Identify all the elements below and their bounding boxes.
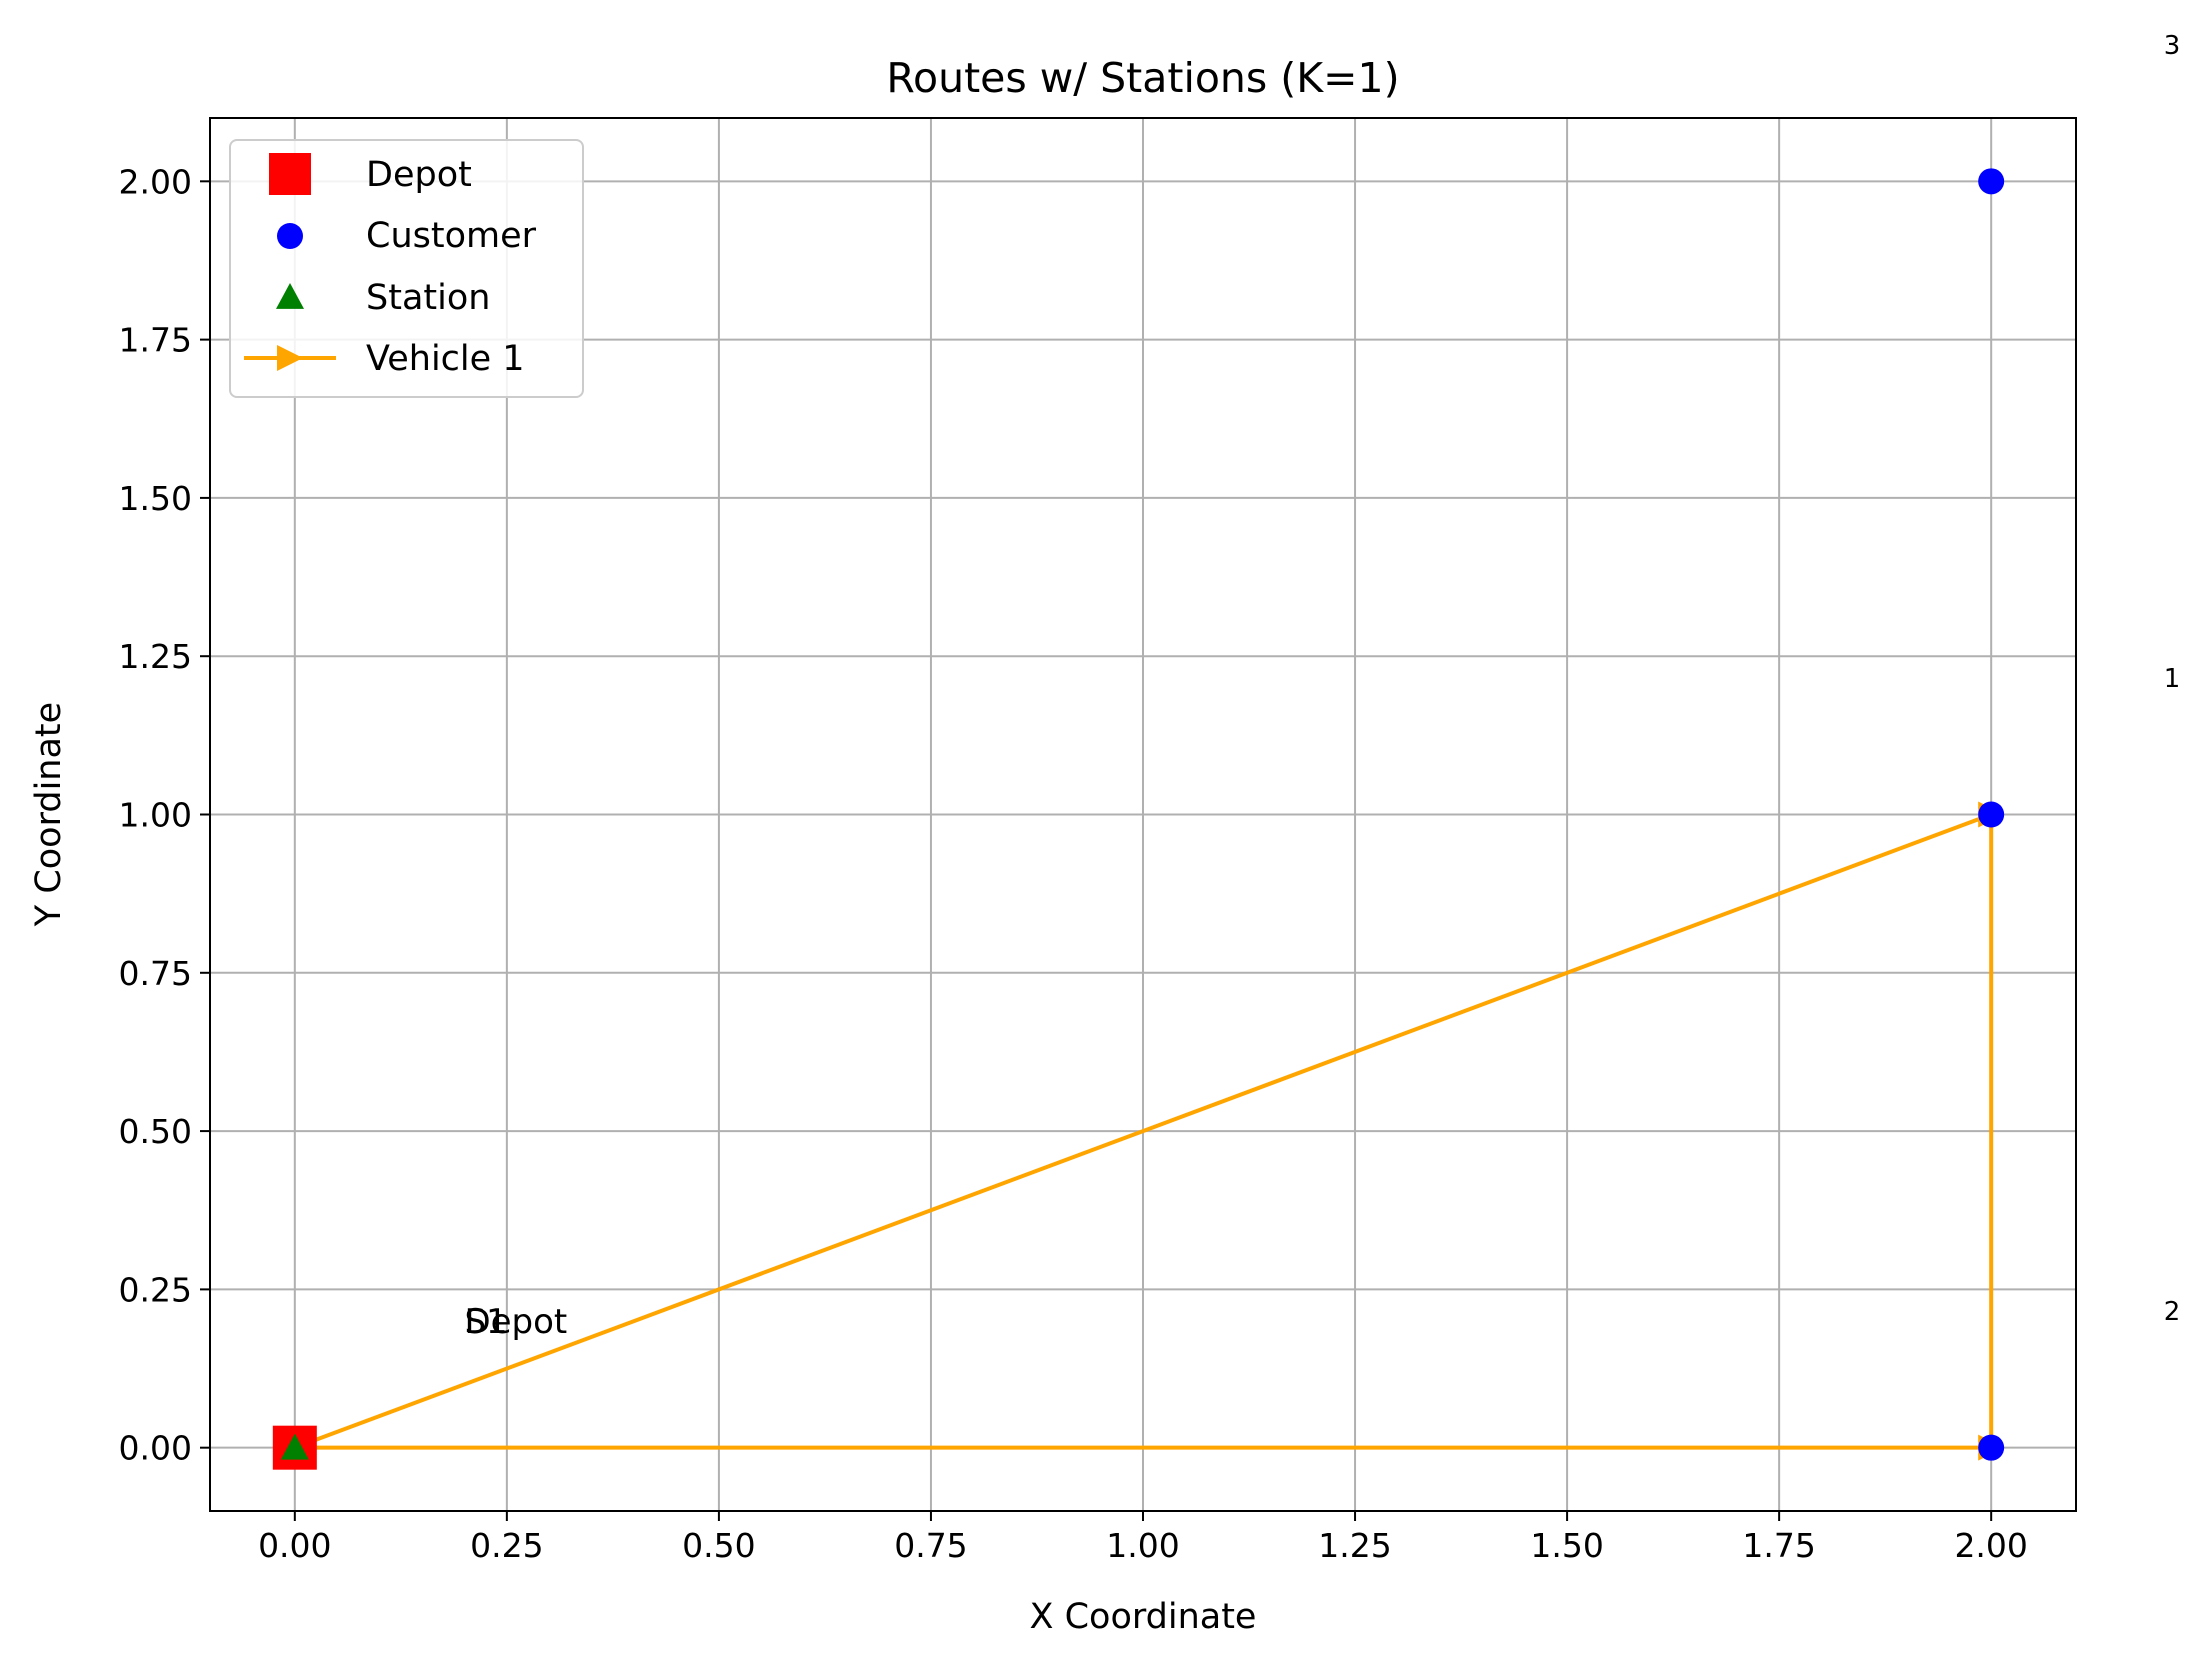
legend-vehicle-arrow xyxy=(277,345,303,371)
axis-ticks: 0.00 0.25 0.50 0.75 1.00 1.25 1.50 1.75 2.00 0.00… xyxy=(119,162,2028,1565)
annotation-label: Depot xyxy=(464,1302,567,1342)
y-tick-label: 0.00 xyxy=(119,1429,192,1468)
x-tick-label: 1.25 xyxy=(1318,1526,1391,1565)
y-tick-label: 1.25 xyxy=(119,637,192,676)
y-tick-label: 0.25 xyxy=(119,1270,192,1309)
legend-station-marker xyxy=(276,283,304,309)
y-tick-label: 1.50 xyxy=(119,479,192,518)
legend-label-depot: Depot xyxy=(366,155,472,195)
y-tick-label: 1.00 xyxy=(119,796,192,835)
legend: Depot Customer Station Vehicle 1 xyxy=(229,139,584,398)
legend-label-station: Station xyxy=(366,278,490,318)
legend-box xyxy=(229,139,584,398)
side-label-3: 3 xyxy=(2164,31,2181,61)
x-tick-label: 1.75 xyxy=(1742,1526,1815,1565)
y-tick-label: 2.00 xyxy=(119,162,192,201)
x-tick-label: 2.00 xyxy=(1954,1526,2027,1565)
legend-label-customer: Customer xyxy=(366,216,537,256)
legend-markers xyxy=(244,153,336,371)
x-tick-label: 0.75 xyxy=(894,1526,967,1565)
legend-label-vehicle: Vehicle 1 xyxy=(366,339,525,379)
x-tick-label: 0.50 xyxy=(682,1526,755,1565)
y-tick-label: 0.75 xyxy=(119,954,192,993)
y-tick-label: 0.50 xyxy=(119,1112,192,1151)
customer-marker xyxy=(1978,168,2005,195)
side-label-1: 1 xyxy=(2164,664,2181,694)
customer-marker xyxy=(1978,1434,2005,1461)
x-tick-label: 1.00 xyxy=(1106,1526,1179,1565)
x-tick-label: 0.00 xyxy=(258,1526,331,1565)
y-tick-label: 1.75 xyxy=(119,321,192,360)
annotation-label: S1 xyxy=(464,1302,507,1342)
x-tick-label: 0.25 xyxy=(470,1526,543,1565)
y-axis-label: Y Coordinate xyxy=(29,702,69,927)
customer-marker xyxy=(1978,801,2005,828)
legend-customer-marker xyxy=(277,223,303,249)
x-tick-label: 1.50 xyxy=(1530,1526,1603,1565)
markers xyxy=(272,168,2005,1470)
x-axis-label: X Coordinate xyxy=(1030,1597,1257,1637)
vehicle-route-line xyxy=(294,812,1994,1450)
chart-title: Routes w/ Stations (K=1) xyxy=(886,54,1399,102)
side-label-2: 2 xyxy=(2164,1297,2181,1327)
station-marker xyxy=(280,1433,309,1460)
legend-depot-marker xyxy=(269,153,311,195)
